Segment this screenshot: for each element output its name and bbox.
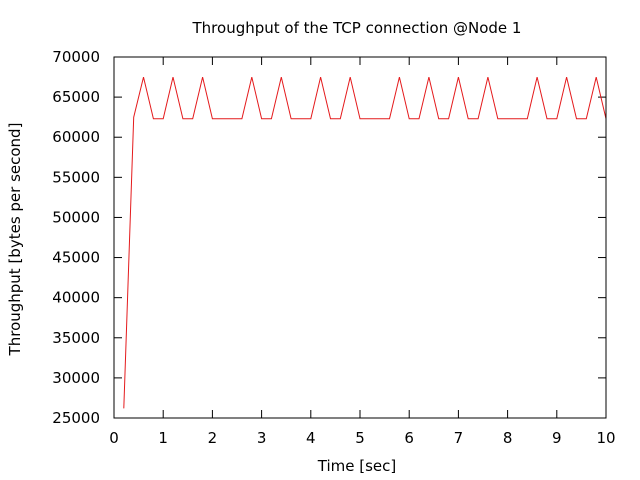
y-tick-label: 70000: [52, 48, 100, 66]
y-tick-label: 55000: [52, 168, 100, 186]
x-tick-label: 9: [552, 429, 562, 447]
x-tick-label: 6: [404, 429, 414, 447]
y-axis-ticks: 25000 30000 35000 40000 45000 50000 55000 60000…: [52, 48, 606, 427]
x-tick-label: 1: [158, 429, 168, 447]
y-tick-label: 30000: [52, 369, 100, 387]
y-tick-label: 60000: [52, 128, 100, 146]
data-series: [123, 76, 607, 409]
y-tick-label: 40000: [52, 289, 100, 307]
throughput-series-line: [123, 76, 607, 409]
x-tick-label: 0: [109, 429, 119, 447]
y-tick-label: 45000: [52, 249, 100, 267]
x-axis-label: Time [sec]: [317, 457, 396, 475]
y-tick-label: 25000: [52, 409, 100, 427]
x-tick-label: 7: [454, 429, 464, 447]
y-tick-label: 50000: [52, 208, 100, 226]
x-tick-label: 3: [257, 429, 267, 447]
x-axis-ticks: 0 1 2 3 4 5 6 7 8 9 10: [109, 57, 616, 447]
chart-title: Throughput of the TCP connection @Node 1: [192, 19, 522, 37]
x-tick-label: 4: [306, 429, 316, 447]
x-tick-label: 10: [596, 429, 615, 447]
x-tick-label: 2: [208, 429, 218, 447]
y-tick-label: 35000: [52, 329, 100, 347]
plot-frame: [113, 56, 607, 419]
y-tick-label: 65000: [52, 88, 100, 106]
x-tick-label: 8: [503, 429, 513, 447]
x-tick-label: 5: [355, 429, 365, 447]
y-axis-label: Throughput [bytes per second]: [6, 123, 24, 357]
